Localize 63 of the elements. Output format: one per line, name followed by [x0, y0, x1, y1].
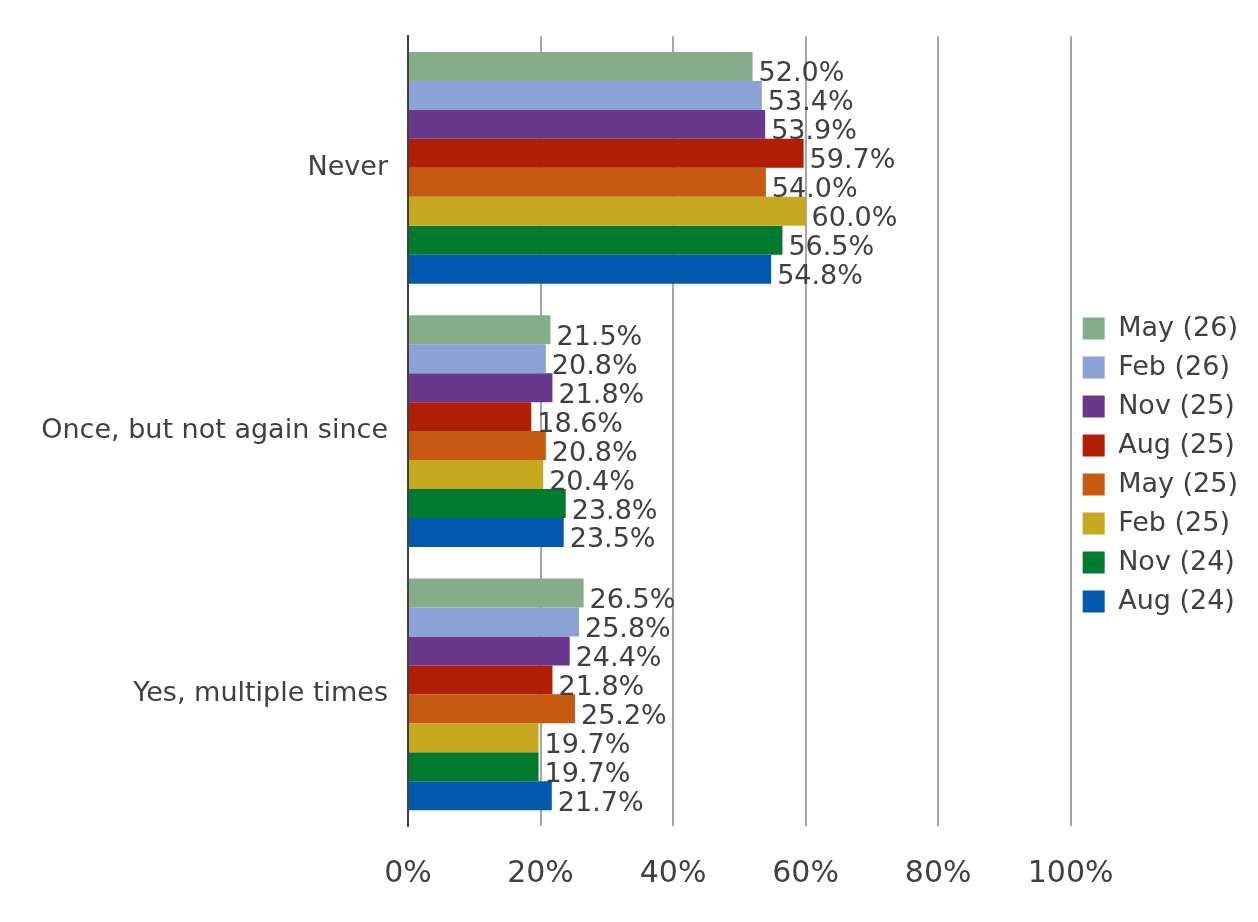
data-label: 23.5%	[569, 522, 656, 554]
data-label: 21.8%	[558, 377, 645, 409]
bar	[409, 225, 783, 255]
data-label: 21.8%	[558, 669, 645, 701]
data-label: 54.0%	[771, 172, 858, 204]
x-tick-label: 20%	[507, 853, 574, 889]
bar	[409, 781, 552, 811]
data-label: 21.5%	[556, 319, 643, 351]
bar	[409, 460, 544, 490]
bar	[409, 52, 753, 81]
data-label: 56.5%	[788, 230, 875, 262]
bar	[409, 344, 546, 374]
x-tick-label: 0%	[384, 853, 432, 889]
bar	[409, 315, 551, 345]
bar	[409, 489, 566, 518]
bar	[409, 665, 553, 695]
data-label: 24.4%	[575, 640, 662, 672]
data-label: 53.9%	[771, 114, 857, 146]
legend-label: Feb (26)	[1118, 349, 1230, 381]
y-tick-label: Yes, multiple times	[132, 676, 388, 708]
y-tick-label: Once, but not again since	[41, 413, 388, 445]
legend-label: Nov (24)	[1118, 544, 1235, 576]
bar	[409, 80, 762, 110]
data-label: 25.2%	[580, 698, 667, 730]
x-tick-label: 40%	[639, 853, 707, 889]
data-label: 59.7%	[809, 143, 896, 175]
data-label: 53.4%	[767, 85, 854, 117]
data-label: 20.4%	[549, 464, 635, 496]
x-tick-label: 80%	[904, 853, 972, 889]
bar	[409, 167, 766, 197]
bar	[409, 373, 553, 403]
bar	[409, 196, 806, 226]
bar	[409, 694, 575, 724]
bar	[409, 109, 766, 139]
data-label: 20.8%	[551, 348, 638, 380]
data-label: 19.7%	[544, 756, 631, 788]
legend-label: May (26)	[1118, 310, 1238, 342]
legend-label: Aug (25)	[1118, 427, 1235, 459]
data-label: 21.7%	[557, 785, 644, 817]
data-label: 18.6%	[537, 406, 624, 438]
bar	[409, 607, 579, 637]
legend-label: May (25)	[1118, 466, 1238, 498]
bar	[409, 254, 772, 284]
legend-label: Nov (25)	[1118, 388, 1235, 420]
data-label: 54.8%	[777, 259, 863, 291]
x-tick-label: 60%	[772, 853, 839, 889]
bar	[409, 752, 539, 782]
legend-label: Feb (25)	[1118, 505, 1230, 537]
legend-label: Aug (24)	[1118, 583, 1235, 615]
data-label: 60.0%	[811, 201, 898, 233]
bar	[409, 402, 532, 432]
x-tick-label: 100%	[1027, 853, 1114, 889]
data-label: 19.7%	[544, 727, 631, 759]
bar	[409, 636, 570, 666]
bar	[409, 431, 546, 461]
y-tick-label: Never	[307, 149, 389, 181]
data-label: 20.8%	[551, 435, 638, 467]
bar	[409, 138, 804, 168]
data-label: 23.8%	[571, 493, 658, 525]
bar	[409, 723, 539, 753]
bar	[409, 578, 584, 608]
bar	[409, 517, 564, 547]
data-label: 52.0%	[758, 56, 845, 88]
